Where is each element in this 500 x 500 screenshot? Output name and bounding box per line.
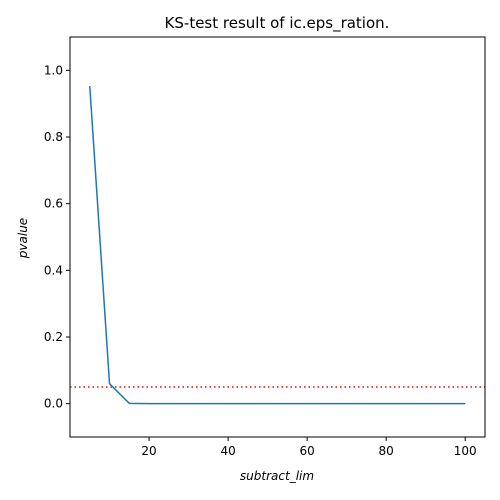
- y-tick-label: 0.0: [44, 397, 63, 411]
- plot-frame: [69, 36, 486, 438]
- x-tick-label: 80: [379, 444, 394, 458]
- x-tick-label: 60: [300, 444, 315, 458]
- y-tick-label: 0.4: [44, 263, 63, 277]
- x-axis-title: subtract_lim: [240, 469, 314, 483]
- y-tick-label: 1.0: [44, 63, 63, 77]
- series-line: [89, 85, 466, 405]
- plot-lines: [70, 85, 485, 405]
- y-tick-label: 0.8: [44, 130, 63, 144]
- y-tick-label: 0.6: [44, 197, 63, 211]
- y-tick-label: 0.2: [44, 330, 63, 344]
- chart-title: KS-test result of ic.eps_ration.: [165, 14, 390, 33]
- x-tick-label: 40: [220, 444, 235, 458]
- ticks: 20 40 60 80 100 0.0 0.2 0.4 0.6 0.8 1.0: [44, 63, 477, 458]
- x-tick-label: 20: [141, 444, 156, 458]
- x-tick-label: 100: [454, 444, 477, 458]
- y-axis-title: pvalue: [16, 218, 30, 259]
